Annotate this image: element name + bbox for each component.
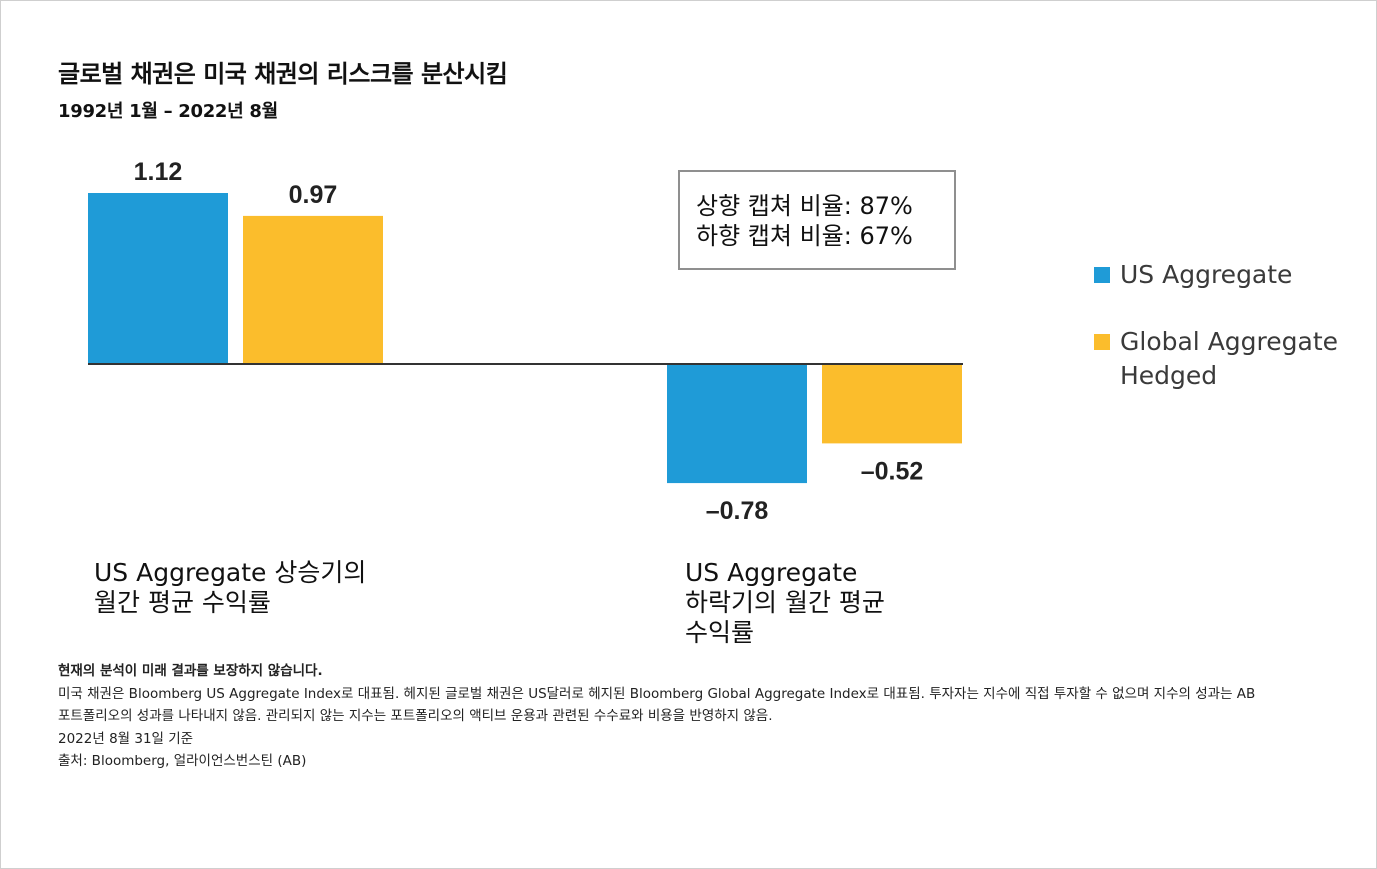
downside-capture-text: 하향 캡쳐 비율: 67%: [696, 222, 913, 250]
data-label-global-aggregate-hedged-down: –0.52: [861, 457, 924, 485]
data-label-global-aggregate-hedged-up: 0.97: [289, 181, 338, 209]
legend-swatch-global-aggregate-hedged: [1094, 334, 1110, 350]
footnotes: 현재의 분석이 미래 결과를 보장하지 않습니다. 미국 채권은 Bloombe…: [58, 660, 1255, 773]
category-label-down: US Aggregate 하락기의 월간 평균 수익률: [685, 558, 885, 648]
data-label-us-aggregate-up: 1.12: [134, 158, 183, 186]
chart-subtitle: 1992년 1월 – 2022년 8월: [58, 101, 278, 122]
upside-capture-text: 상향 캡쳐 비율: 87%: [696, 192, 913, 220]
data-label-us-aggregate-down: –0.78: [706, 497, 769, 525]
category-label-down-line1: US Aggregate: [685, 558, 858, 587]
footnote-index-definition: 미국 채권은 Bloomberg US Aggregate Index로 대표됨…: [58, 685, 1256, 702]
legend-swatch-us-aggregate: [1094, 267, 1110, 283]
bar-us-aggregate-up: [88, 193, 228, 364]
footnote-index-definition-cont: 포트폴리오의 성과를 나타내지 않음. 관리되지 않는 지수는 포트폴리오의 액…: [58, 708, 773, 724]
bar-global-aggregate-hedged-down: [822, 364, 962, 444]
legend-label-global-aggregate-hedged: Global Aggregate Hedged: [1120, 325, 1338, 393]
category-label-up-line1: US Aggregate 상승기의: [94, 558, 367, 587]
category-label-up: US Aggregate 상승기의 월간 평균 수익률: [94, 558, 366, 618]
category-label-up-line2: 월간 평균 수익률: [94, 588, 271, 617]
legend-label-line1: Global Aggregate: [1120, 327, 1339, 356]
footnote-as-of-date: 2022년 8월 31일 기준: [58, 730, 194, 747]
category-label-down-line2: 하락기의 월간 평균: [685, 588, 885, 617]
legend-label-line2: Hedged: [1120, 361, 1218, 390]
bar-global-aggregate-hedged-up: [243, 215, 383, 364]
capture-ratio-box: 상향 캡쳐 비율: 87% 하향 캡쳐 비율: 67%: [678, 170, 956, 270]
chart-title: 글로벌 채권은 미국 채권의 리스크를 분산시킴: [58, 60, 508, 88]
footnote-source: 출처: Bloomberg, 얼라이언스번스틴 (AB): [58, 753, 307, 769]
legend-label-us-aggregate: US Aggregate: [1120, 260, 1293, 289]
bar-us-aggregate-down: [667, 364, 807, 484]
footnote-disclaimer: 현재의 분석이 미래 결과를 보장하지 않습니다.: [58, 663, 323, 679]
category-label-down-line3: 수익률: [685, 618, 755, 647]
